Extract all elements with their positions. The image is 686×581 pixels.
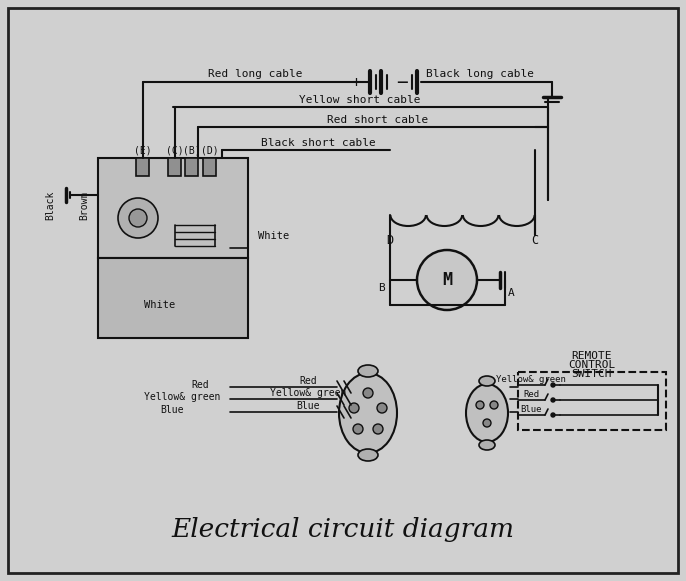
Text: White: White: [258, 231, 289, 241]
Text: Blue: Blue: [296, 401, 320, 411]
Text: (D): (D): [201, 145, 219, 155]
Text: Blue: Blue: [520, 404, 542, 414]
Bar: [185, 158, 198, 176]
Ellipse shape: [358, 365, 378, 377]
Text: Brown: Brown: [79, 191, 89, 220]
Circle shape: [551, 383, 555, 387]
Text: A: A: [508, 288, 514, 298]
Text: +: +: [351, 74, 361, 89]
Bar: [98, 158, 248, 258]
Text: (B): (B): [183, 145, 201, 155]
Ellipse shape: [466, 384, 508, 442]
Text: REMOTE: REMOTE: [571, 351, 612, 361]
Ellipse shape: [479, 376, 495, 386]
Circle shape: [551, 398, 555, 402]
Circle shape: [129, 209, 147, 227]
Bar: [136, 158, 149, 176]
Bar: [518, 372, 666, 430]
Text: CONTROL: CONTROL: [569, 360, 615, 370]
Bar: [98, 258, 248, 338]
Circle shape: [417, 250, 477, 310]
Circle shape: [349, 403, 359, 413]
Text: −: −: [396, 73, 408, 91]
Circle shape: [363, 388, 373, 398]
Text: Yellow& green: Yellow& green: [496, 375, 566, 383]
Text: Red: Red: [299, 376, 317, 386]
Text: White: White: [144, 300, 176, 310]
Circle shape: [483, 419, 491, 427]
Bar: [203, 158, 216, 176]
Text: Electrical circuit diagram: Electrical circuit diagram: [172, 518, 514, 543]
Text: SWITCH: SWITCH: [571, 369, 612, 379]
Text: Yellow short cable: Yellow short cable: [299, 95, 421, 105]
Text: Red: Red: [191, 380, 209, 390]
Text: Black: Black: [45, 191, 55, 220]
Text: Blue: Blue: [161, 405, 184, 415]
Ellipse shape: [358, 449, 378, 461]
Circle shape: [476, 401, 484, 409]
Circle shape: [551, 413, 555, 417]
Text: C: C: [532, 234, 539, 246]
Text: Red: Red: [523, 389, 539, 399]
Text: Black long cable: Black long cable: [426, 69, 534, 79]
Text: (E): (E): [134, 145, 152, 155]
Circle shape: [353, 424, 363, 434]
Text: Black short cable: Black short cable: [261, 138, 375, 148]
Text: Red short cable: Red short cable: [327, 115, 429, 125]
Ellipse shape: [479, 440, 495, 450]
Ellipse shape: [339, 373, 397, 453]
Text: D: D: [386, 234, 394, 246]
Circle shape: [373, 424, 383, 434]
Text: B: B: [378, 283, 385, 293]
Text: (C): (C): [166, 145, 184, 155]
Circle shape: [118, 198, 158, 238]
Text: Red long cable: Red long cable: [208, 69, 303, 79]
Circle shape: [490, 401, 498, 409]
Circle shape: [377, 403, 387, 413]
Bar: [168, 158, 181, 176]
Text: M: M: [442, 271, 452, 289]
Text: Yellow& green: Yellow& green: [270, 388, 346, 398]
Text: Yellow& green: Yellow& green: [144, 392, 220, 402]
